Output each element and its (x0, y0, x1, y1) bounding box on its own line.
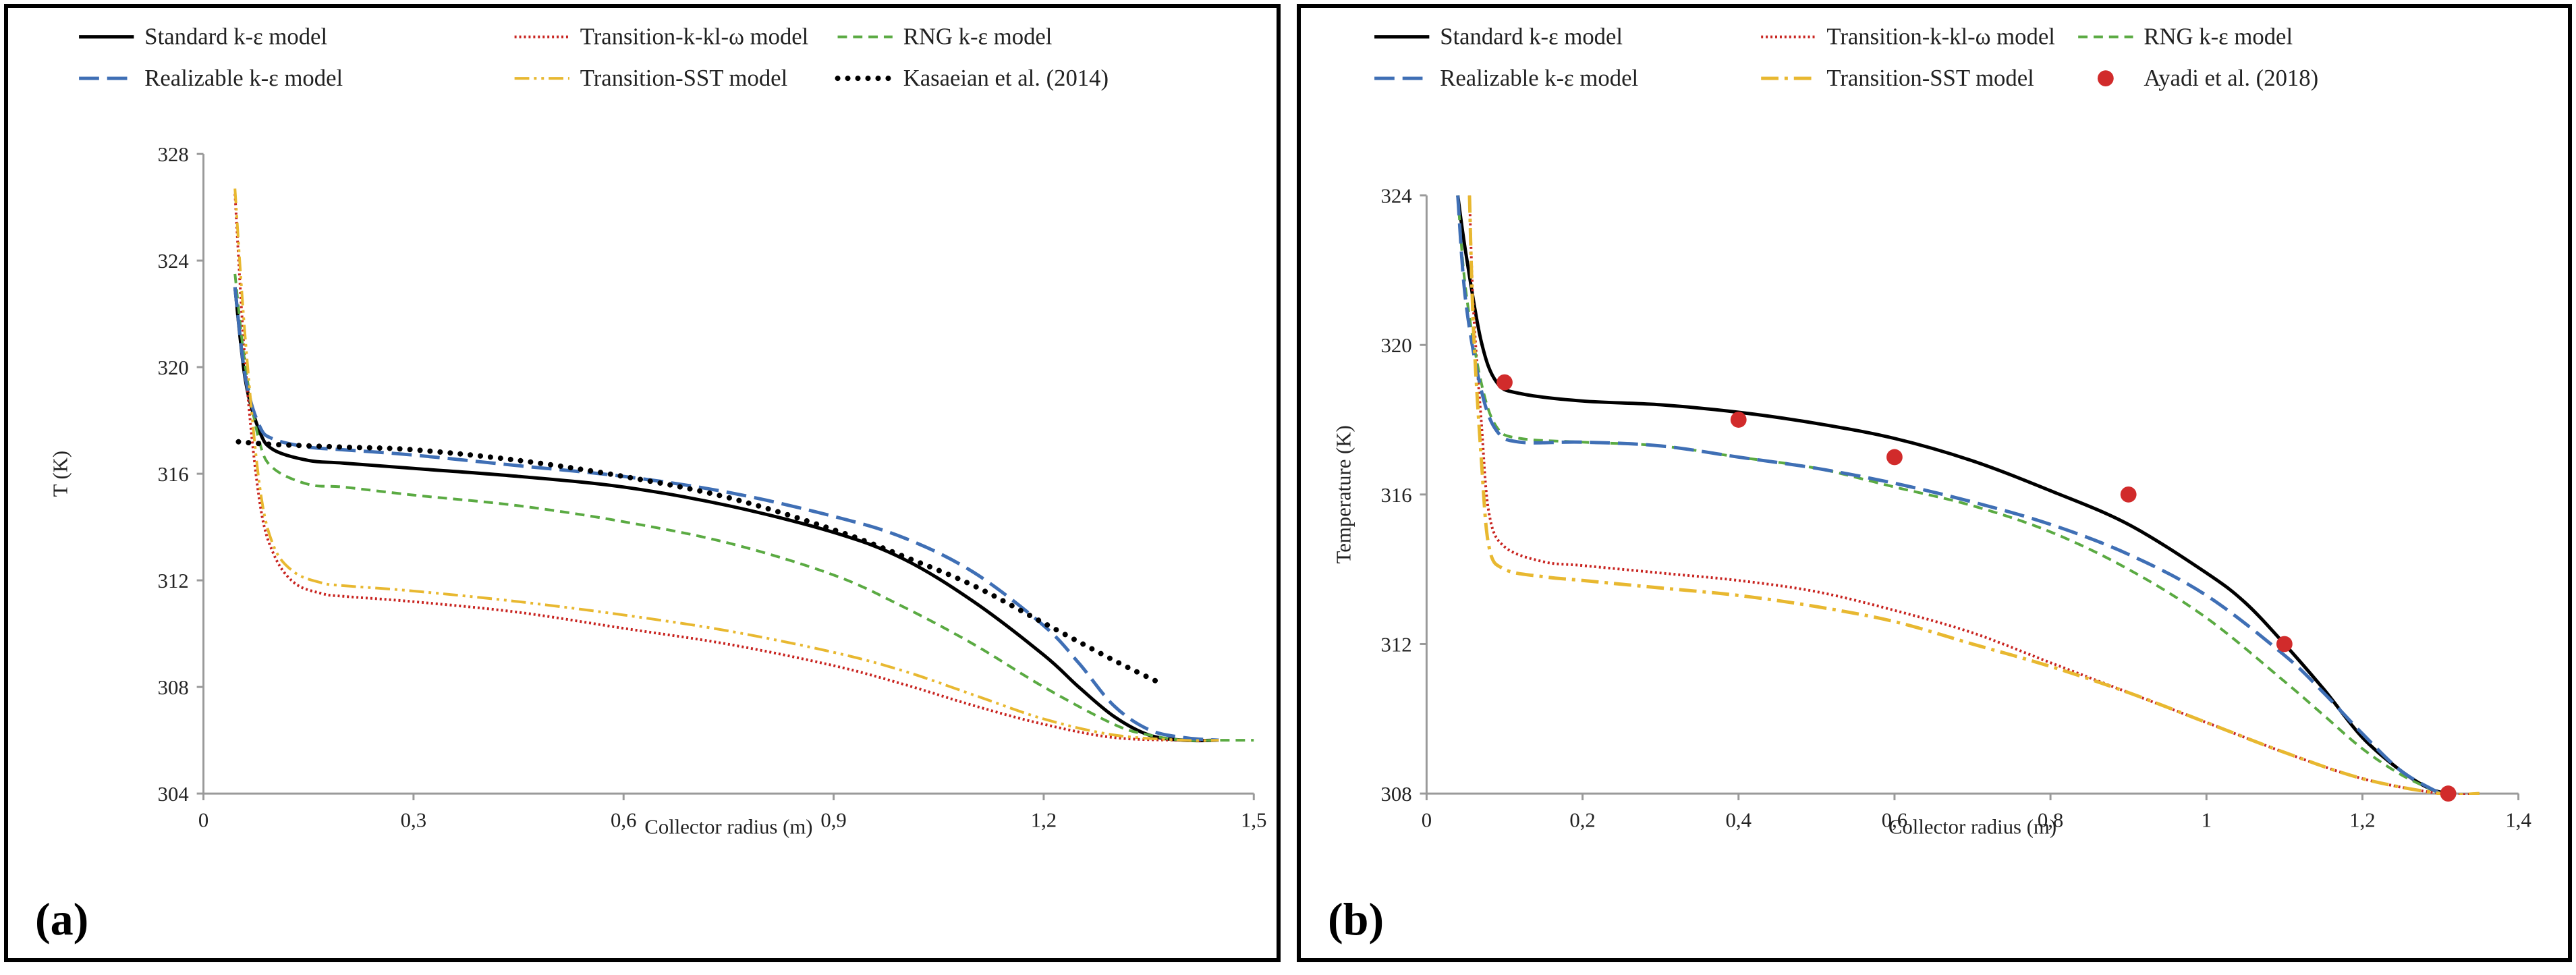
x-tick-label: 0 (198, 809, 208, 832)
legend-item: Standard k-ε model (1374, 24, 1623, 50)
legend-label: Transition-SST model (1826, 65, 2034, 91)
x-axis-label: Collector radius (m) (1888, 816, 2056, 839)
legend-marker (2097, 70, 2114, 87)
panel-label-a: (a) (35, 893, 89, 945)
series-line (233, 287, 1219, 742)
x-tick-label: 0,6 (1882, 809, 1907, 832)
legend-item: RNG k-ε model (837, 24, 1053, 50)
legend-item: Ayadi et al. (2018) (2097, 65, 2318, 91)
chart-panel-b: 308 312 316 320 324 0 0,2 0,4 0,6 0,8 1 1,2 1,4 Colle… (1297, 4, 2572, 962)
legend-item: Realizable k-ε model (1374, 65, 1638, 91)
series-line (233, 188, 1219, 742)
x-tick-label: 0,6 (611, 809, 636, 832)
y-tick-label: 312 (158, 569, 189, 592)
y-tick-label: 320 (158, 356, 189, 379)
y-tick-label: 324 (1381, 185, 1412, 208)
data-point (1886, 449, 1903, 466)
data-point (2120, 486, 2137, 503)
legend-item: Realizable k-ε model (79, 65, 343, 91)
legend-item: RNG k-ε model (2078, 24, 2293, 50)
x-tick-label: 1 (2202, 809, 2212, 832)
legend-label: Realizable k-ε model (144, 65, 343, 91)
y-tick-label: 324 (158, 250, 189, 273)
x-tick-label: 0,8 (2038, 809, 2063, 832)
x-tick-label: 1,4 (2505, 809, 2531, 832)
x-axis-label: Collector radius (m) (644, 816, 812, 839)
legend-item: Transition-k-kl-ω model (1761, 24, 2055, 50)
legend-label: Transition-SST model (580, 65, 787, 91)
series-line (1467, 195, 2480, 796)
y-tick-label: 316 (1381, 484, 1412, 507)
x-tick-label: 0,9 (820, 809, 846, 832)
legend-label: RNG k-ε model (2144, 24, 2293, 50)
legend-label: Kasaeian et al. (2014) (903, 65, 1109, 91)
legend-label: Transition-k-kl-ω model (1826, 24, 2055, 50)
legend-label: RNG k-ε model (903, 24, 1053, 50)
y-tick-label: 328 (158, 143, 189, 166)
series-line (1456, 195, 2457, 796)
legend-item: Transition-SST model (1761, 65, 2034, 91)
chart-a: 304 308 312 316 320 324 328 0 0,3 0,6 0,9 1,2 1,5 Col… (49, 24, 1266, 839)
x-tick-label: 1,2 (1031, 809, 1057, 832)
legend-label: Transition-k-kl-ω model (580, 24, 809, 50)
x-tick-label: 0,4 (1726, 809, 1752, 832)
legend-label: Realizable k-ε model (1440, 65, 1638, 91)
series-line (1467, 195, 2480, 796)
legend-label: Standard k-ε model (144, 24, 327, 50)
x-tick-label: 1,5 (1241, 809, 1266, 832)
chart-b: 308 312 316 320 324 0 0,2 0,4 0,6 0,8 1 1,2 1,4 Colle… (1332, 24, 2531, 839)
chart-panel-a: 304 308 312 316 320 324 328 0 0,3 0,6 0,9 1,2 1,5 Col… (4, 4, 1281, 962)
y-tick-label: 316 (158, 463, 189, 486)
legend-item: Kasaeian et al. (2014) (835, 65, 1109, 91)
data-point (2440, 785, 2457, 802)
legend-label: Ayadi et al. (2018) (2144, 65, 2318, 91)
x-tick-label: 0 (1422, 809, 1432, 832)
series-line (1456, 195, 2442, 796)
y-tick-label: 320 (1381, 334, 1412, 357)
y-tick-label: 312 (1381, 633, 1412, 656)
legend-item: Standard k-ε model (79, 24, 327, 50)
series-line (1456, 195, 2441, 795)
legend-item: Transition-k-kl-ω model (514, 24, 809, 50)
y-tick-label: 308 (1381, 783, 1412, 806)
x-tick-label: 0,2 (1569, 809, 1595, 832)
data-point (1496, 374, 1513, 391)
data-point (1730, 412, 1747, 428)
data-point (2276, 636, 2293, 652)
x-tick-label: 1,2 (2349, 809, 2375, 832)
panel-label-b: (b) (1328, 893, 1384, 945)
legend-label: Standard k-ε model (1440, 24, 1623, 50)
y-axis-label: Temperature (K) (1332, 425, 1355, 563)
y-tick-label: 304 (158, 783, 189, 806)
series-line (235, 439, 1166, 688)
x-tick-label: 0,3 (401, 809, 426, 832)
series-line (233, 273, 1254, 742)
legend-item: Transition-SST model (514, 65, 787, 91)
series-line (233, 194, 1219, 742)
series-line (233, 287, 1219, 743)
y-axis-label: T (K) (49, 451, 72, 497)
y-tick-label: 308 (158, 676, 189, 699)
